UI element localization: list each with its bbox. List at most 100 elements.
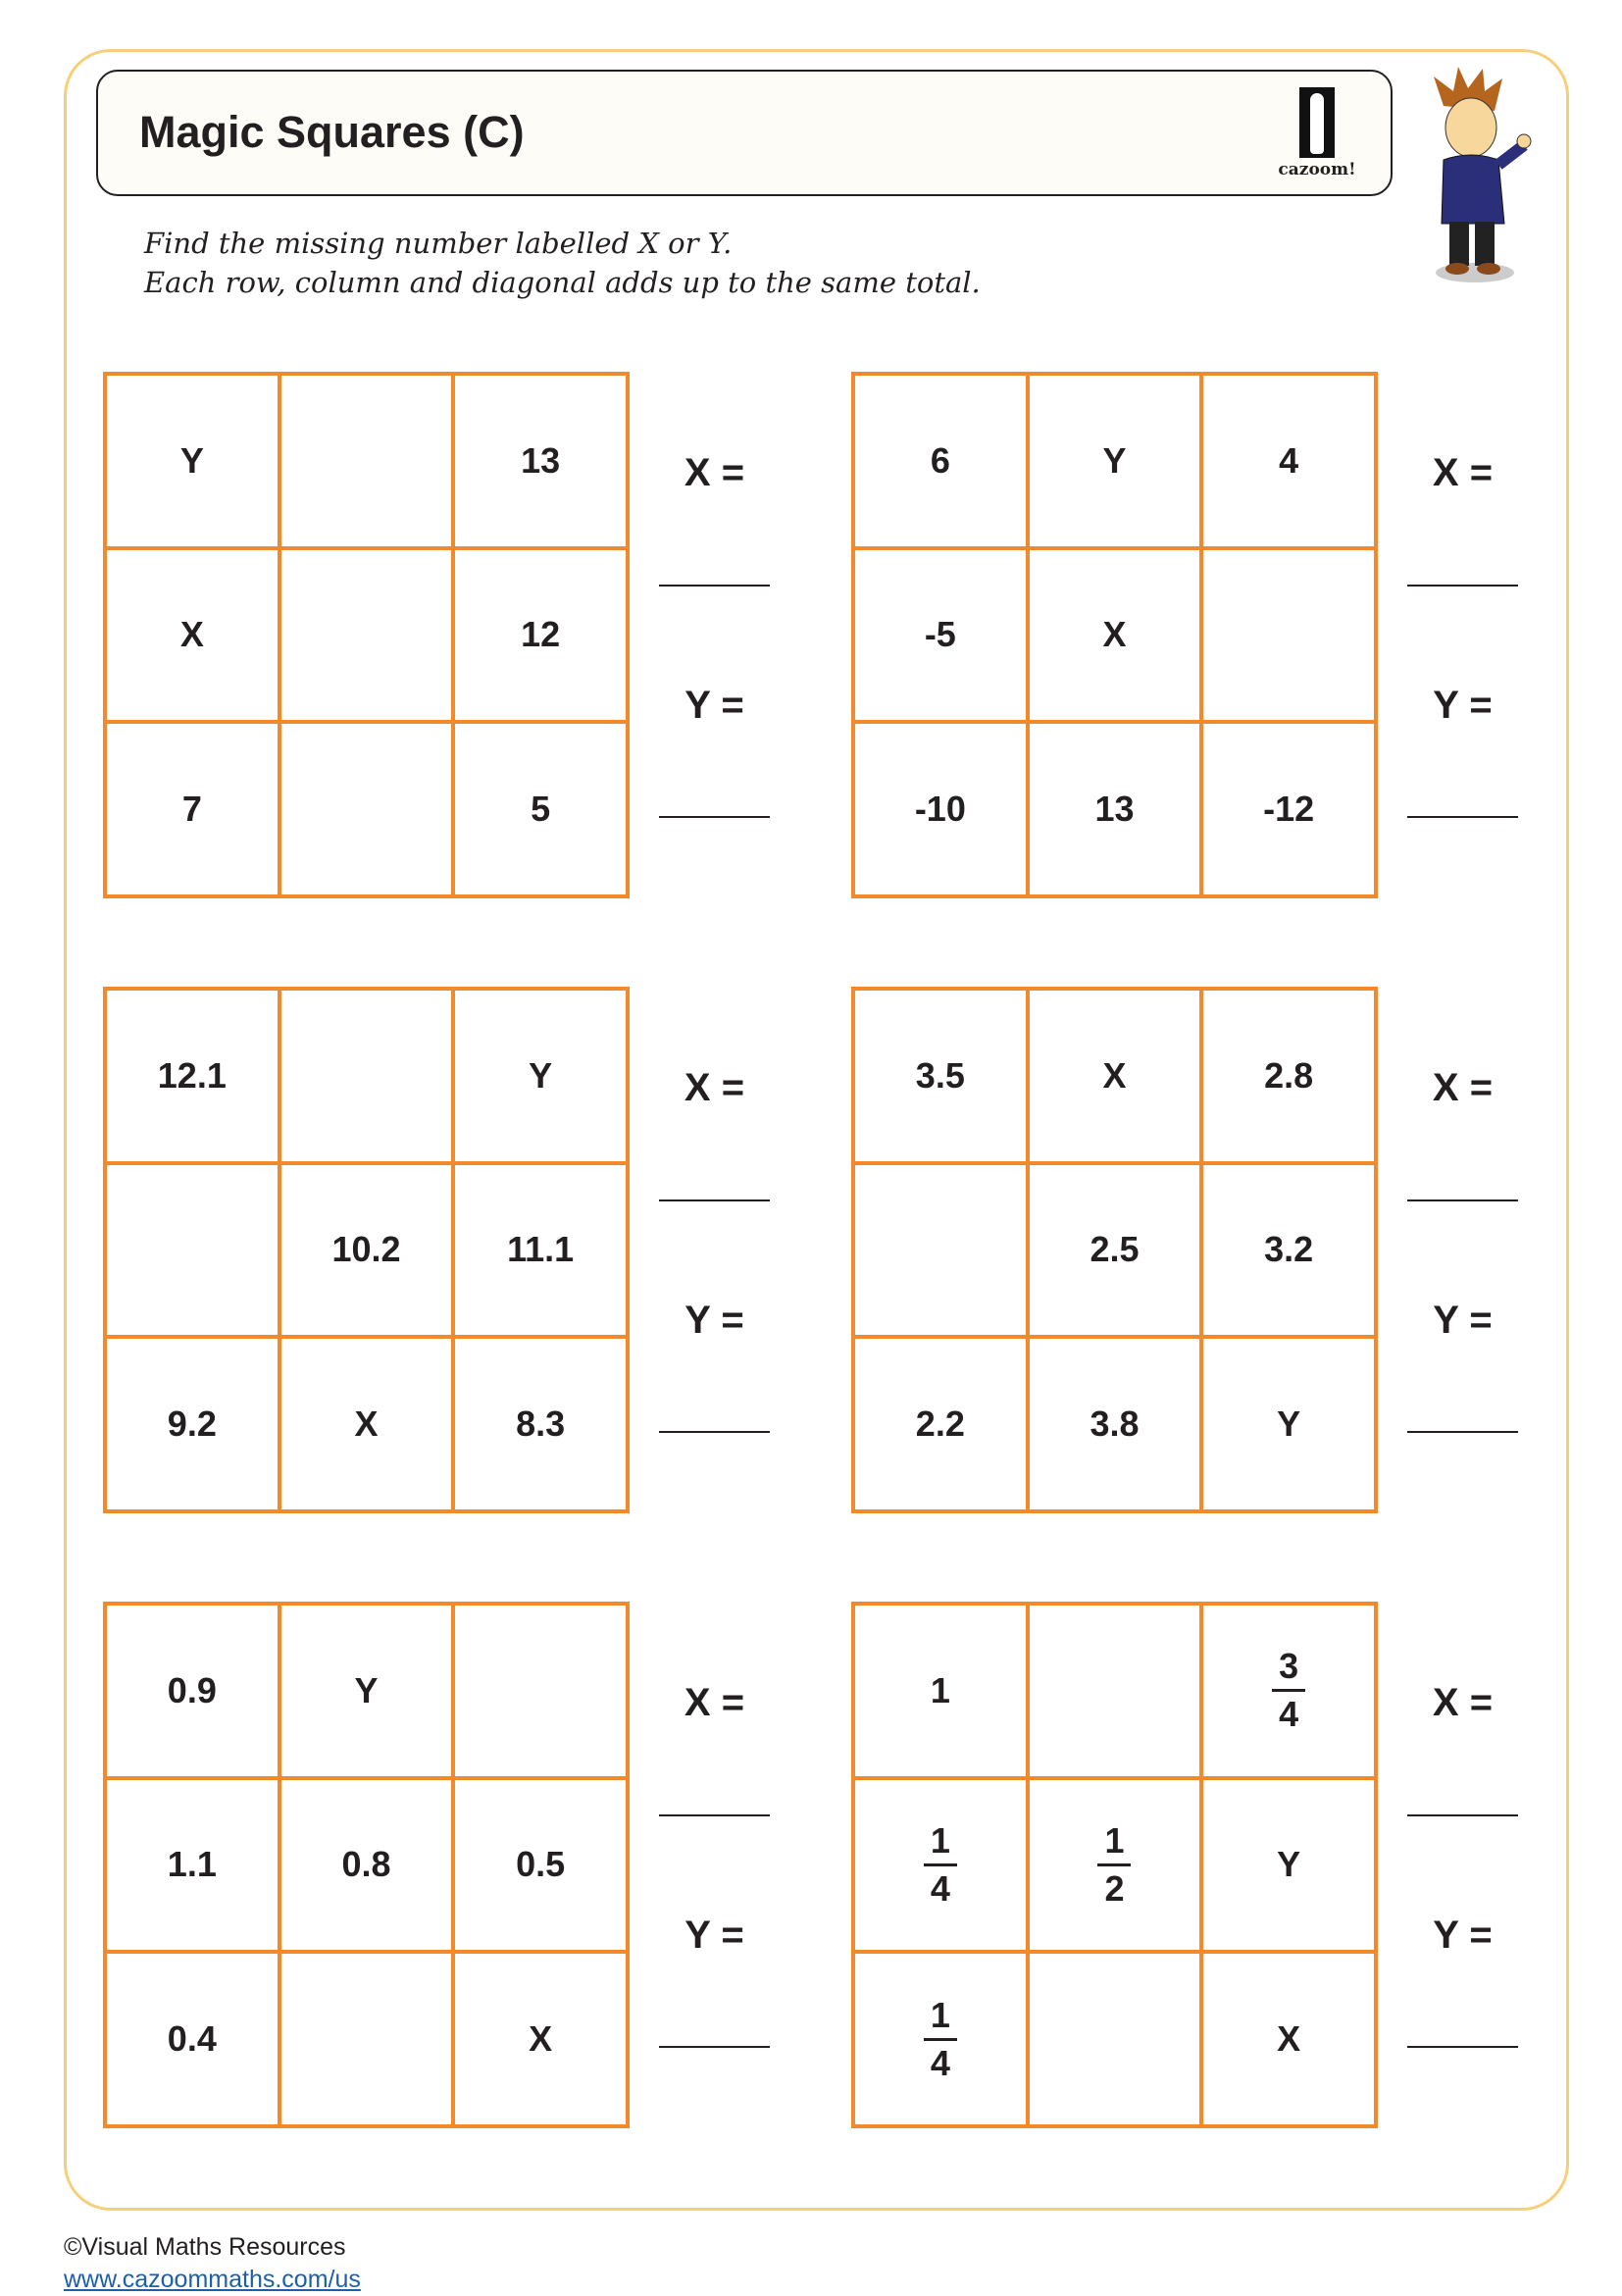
magic-square-cell: X bbox=[1027, 547, 1202, 723]
fraction-bar bbox=[1097, 1862, 1132, 1866]
instruction-line: Find the missing number labelled X or Y. bbox=[144, 227, 733, 260]
fraction-bar bbox=[923, 1862, 957, 1866]
answer-blank-y[interactable] bbox=[659, 1431, 770, 1433]
answer-blank-x[interactable] bbox=[1407, 1814, 1518, 1816]
magic-square-cell: X bbox=[1201, 1952, 1376, 2126]
fraction-bar bbox=[1272, 1689, 1306, 1693]
magic-square-cell bbox=[279, 374, 454, 548]
magic-square-cell: -12 bbox=[1201, 722, 1376, 896]
magic-square-cell: Y bbox=[453, 989, 628, 1163]
magic-square-cell: 0.8 bbox=[279, 1777, 454, 1953]
answer-blank-y[interactable] bbox=[659, 816, 770, 818]
denominator: 4 bbox=[1279, 1694, 1299, 1735]
fraction-bar bbox=[923, 2037, 957, 2041]
answer-blank-y[interactable] bbox=[1407, 816, 1518, 818]
magic-square-cell: -5 bbox=[853, 547, 1028, 723]
magic-square: 6 Y 4 -5 X -10 13 -12 bbox=[851, 372, 1378, 898]
answer-blank-x[interactable] bbox=[1407, 1199, 1518, 1201]
magic-square-cell: 3.2 bbox=[1201, 1162, 1376, 1338]
logo-text: cazoom! bbox=[1278, 160, 1356, 179]
magic-square-cell: 1 bbox=[853, 1604, 1028, 1778]
denominator: 4 bbox=[930, 2042, 950, 2083]
magic-square-cell: 0.4 bbox=[105, 1952, 279, 2126]
magic-square-cell bbox=[853, 1162, 1028, 1338]
magic-square-cell: 0.9 bbox=[105, 1604, 279, 1778]
magic-square-cell: 2.2 bbox=[853, 1337, 1028, 1511]
page-frame bbox=[64, 49, 1569, 2211]
numerator: 1 bbox=[930, 1819, 950, 1861]
answer-blank-x[interactable] bbox=[659, 1814, 770, 1816]
answer-label-x: X = bbox=[684, 1681, 745, 1724]
magic-square-cell bbox=[279, 722, 454, 896]
numerator: 3 bbox=[1279, 1646, 1299, 1687]
magic-square: Y 13 X 12 7 5 bbox=[103, 372, 630, 898]
magic-square-cell bbox=[279, 1952, 454, 2126]
answer-blank-y[interactable] bbox=[659, 2046, 770, 2048]
answer-label-y: Y = bbox=[1433, 1299, 1493, 1342]
answer-label-x: X = bbox=[1432, 1066, 1494, 1109]
answer-label-y: Y = bbox=[684, 1299, 744, 1342]
magic-square-cell: 6 bbox=[853, 374, 1028, 548]
magic-square-cell: X bbox=[453, 1952, 628, 2126]
footer: ©Visual Maths Resources www.cazoommaths.… bbox=[64, 2231, 361, 2296]
magic-square-cell: 1.1 bbox=[105, 1777, 279, 1953]
magic-square-cell: 4 bbox=[1201, 374, 1376, 548]
magic-square-cell: 7 bbox=[105, 722, 279, 896]
magic-square-cell: X bbox=[279, 1337, 454, 1511]
magic-square-cell: -10 bbox=[853, 722, 1028, 896]
magic-square-cell: 5 bbox=[453, 722, 628, 896]
magic-square-cell bbox=[279, 989, 454, 1163]
magic-square-cell: 3.8 bbox=[1027, 1337, 1202, 1511]
instructions: Find the missing number labelled X or Y.… bbox=[144, 224, 981, 302]
magic-square-cell bbox=[1027, 1604, 1202, 1778]
magic-square-cell: X bbox=[1027, 989, 1202, 1163]
magic-square-cell: 13 bbox=[1027, 722, 1202, 896]
magic-square: 0.9 Y 1.1 0.8 0.5 0.4 X bbox=[103, 1602, 630, 2128]
magic-square-cell bbox=[1027, 1952, 1202, 2126]
denominator: 2 bbox=[1104, 1867, 1125, 1909]
instruction-line: Each row, column and diagonal adds up to… bbox=[144, 266, 981, 299]
magic-square-cell: Y bbox=[1201, 1777, 1376, 1953]
copyright-text: ©Visual Maths Resources bbox=[64, 2233, 346, 2261]
magic-square-cell: X bbox=[105, 547, 279, 723]
magic-square-cell: 12 bbox=[453, 547, 628, 723]
mascot-illustration bbox=[1434, 67, 1532, 282]
magic-square-cell: 0.5 bbox=[453, 1777, 628, 1953]
website-link[interactable]: www.cazoommaths.com/us bbox=[64, 2266, 361, 2293]
magic-square-cell: Y bbox=[105, 374, 279, 548]
magic-square-cell: 9.2 bbox=[105, 1337, 279, 1511]
answer-blank-y[interactable] bbox=[1407, 2046, 1518, 2048]
magic-square-cell bbox=[279, 547, 454, 723]
answer-label-x: X = bbox=[684, 451, 745, 494]
title-banner: Magic Squares (C) cazoom! bbox=[96, 70, 1393, 196]
answer-label-x: X = bbox=[1432, 1681, 1494, 1724]
magic-square-cell: Y bbox=[279, 1604, 454, 1778]
magic-square-cell: Y bbox=[1027, 374, 1202, 548]
answer-label-y: Y = bbox=[1433, 684, 1493, 727]
magic-square-cell: 12.1 bbox=[105, 989, 279, 1163]
magic-square-cell: 2.8 bbox=[1201, 989, 1376, 1163]
answer-label-y: Y = bbox=[1433, 1913, 1493, 1957]
magic-square-cell bbox=[453, 1604, 628, 1778]
answer-label-y: Y = bbox=[684, 684, 744, 727]
answer-blank-x[interactable] bbox=[1407, 585, 1518, 587]
numerator: 1 bbox=[1104, 1819, 1125, 1861]
magic-square: 12.1 Y 10.2 11.1 9.2 X 8.3 bbox=[103, 987, 630, 1513]
magic-square-cell: 11.1 bbox=[453, 1162, 628, 1338]
page-title: Magic Squares (C) bbox=[139, 107, 525, 157]
answer-blank-x[interactable] bbox=[659, 1199, 770, 1201]
answer-blank-y[interactable] bbox=[1407, 1431, 1518, 1433]
denominator: 4 bbox=[930, 1867, 950, 1909]
answer-label-x: X = bbox=[684, 1066, 745, 1109]
magic-square-cell: 2.5 bbox=[1027, 1162, 1202, 1338]
answer-label-x: X = bbox=[1432, 451, 1494, 494]
magic-square-cell: Y bbox=[1201, 1337, 1376, 1511]
magic-square-cell: 3.5 bbox=[853, 989, 1028, 1163]
answer-blank-x[interactable] bbox=[659, 585, 770, 587]
